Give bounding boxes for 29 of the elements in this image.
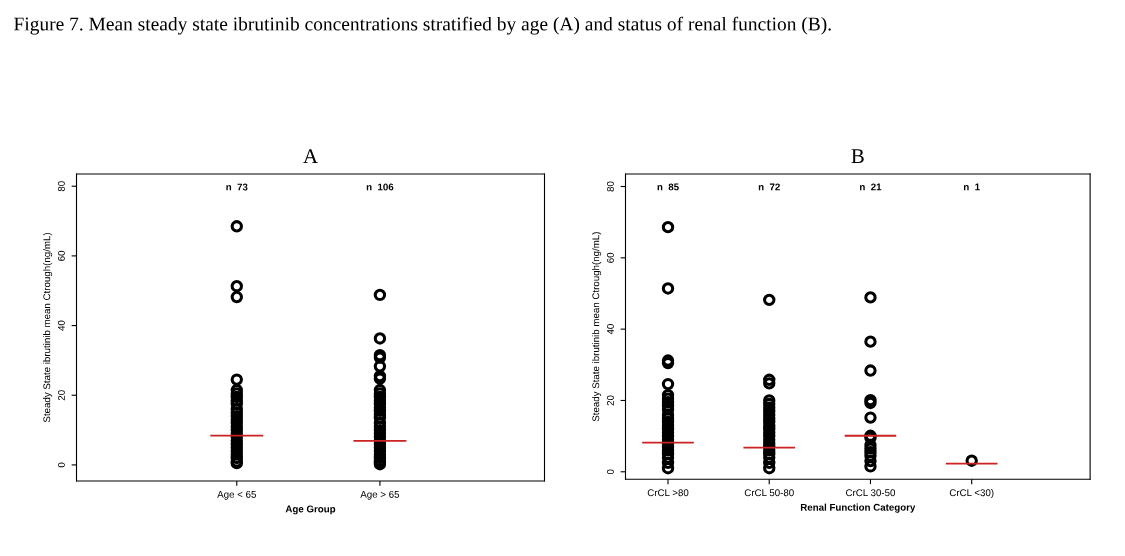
y-tick-label: 80: [606, 181, 614, 192]
y-tick-label: 60: [606, 252, 614, 263]
annotation: n 72: [758, 183, 780, 191]
x-tick-label: Age > 65: [360, 490, 400, 500]
x-tick-label: CrCL 30-50: [846, 489, 896, 497]
y-tick-label: 40: [57, 320, 65, 331]
annotation: n 85: [657, 183, 679, 191]
annotation: n 73: [226, 183, 248, 191]
annotation: n 106: [366, 183, 394, 191]
chart-subtitle: Figure 7. Mean steady state ibrutinib concentrations stratified by age (A) and status of renal function (B).: [14, 16, 831, 35]
x-tick-label: CrCL >80: [647, 489, 689, 497]
chart-title: A: [303, 149, 318, 163]
y-tick-label: 0: [606, 469, 614, 475]
y-tick-label: 80: [57, 181, 65, 192]
annotation: n 21: [860, 183, 882, 191]
y-tick-label: 0: [57, 462, 65, 468]
x-tick-label: Age < 65: [217, 490, 256, 500]
x-axis-title: Age Group: [285, 505, 336, 515]
y-tick-label: 60: [57, 250, 65, 261]
y-tick-label: 20: [57, 390, 65, 401]
x-axis-title: Renal Function Category: [800, 503, 916, 513]
y-axis-title: Steady State ibrutinib mean Ctrough(ng/mL): [592, 232, 602, 422]
y-tick-label: 40: [606, 324, 614, 335]
annotation: n 1: [963, 183, 980, 191]
chart-title: B: [851, 149, 864, 163]
x-tick-label: CrCL 50-80: [744, 489, 794, 497]
x-tick-label: CrCL <30): [949, 488, 994, 499]
y-tick-label: 20: [606, 395, 614, 406]
y-axis-title: Steady State ibrutinib mean Ctrough(ng/mL): [43, 232, 53, 423]
